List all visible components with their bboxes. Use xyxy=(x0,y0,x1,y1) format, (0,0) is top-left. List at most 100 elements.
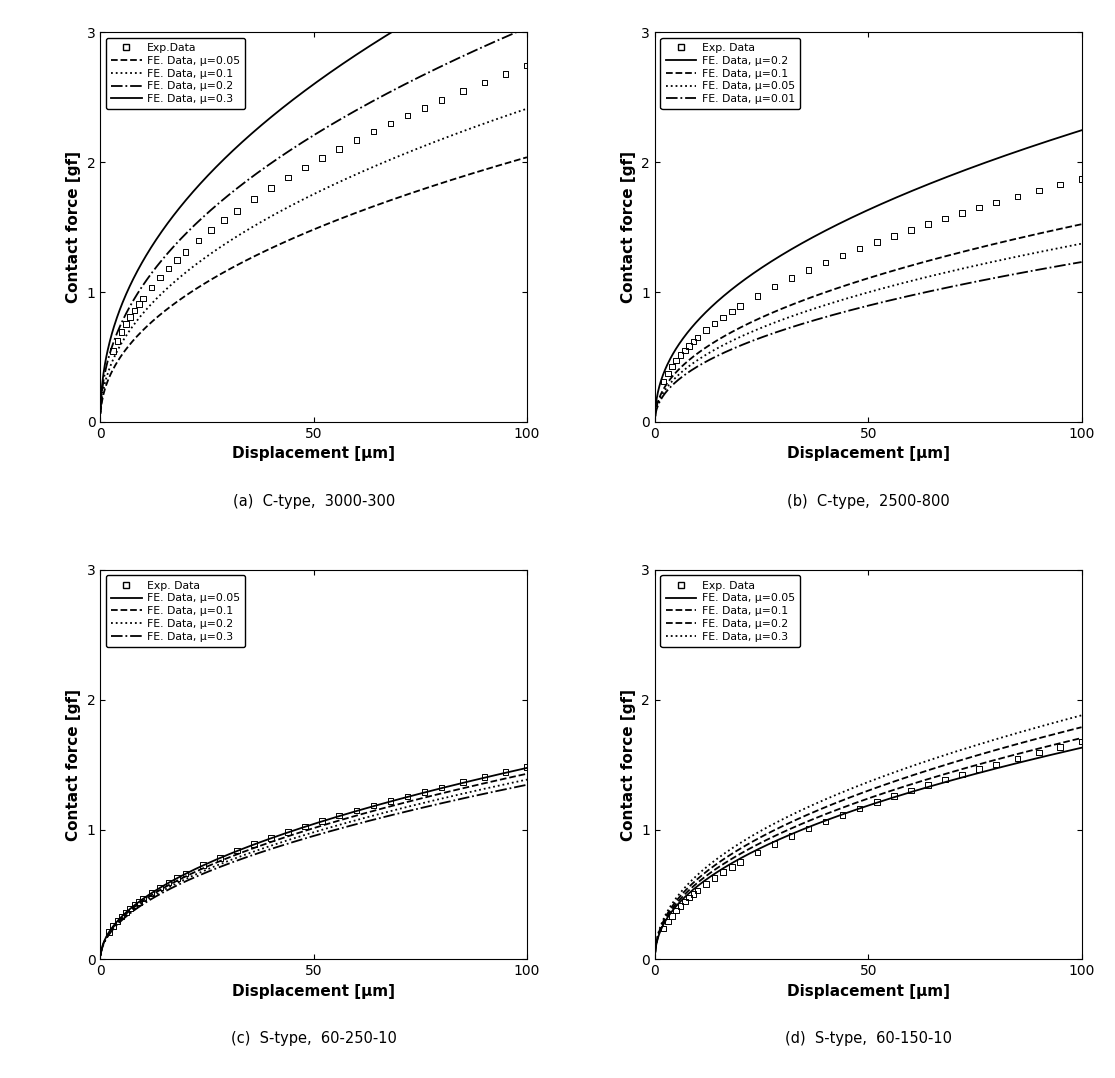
Point xyxy=(851,240,869,258)
X-axis label: Displacement [μm]: Displacement [μm] xyxy=(787,984,950,999)
Point xyxy=(365,797,382,814)
Point xyxy=(668,902,686,920)
Point xyxy=(723,858,740,875)
Text: (a)  C-type,  3000-300: (a) C-type, 3000-300 xyxy=(233,494,395,509)
Point xyxy=(1073,170,1090,188)
Point xyxy=(313,812,331,829)
Point xyxy=(518,57,536,74)
Point xyxy=(211,849,229,867)
Point xyxy=(134,890,152,908)
Point xyxy=(1051,176,1069,193)
Point xyxy=(129,894,147,911)
Point xyxy=(168,251,186,268)
Point xyxy=(987,194,1005,211)
Point xyxy=(867,233,885,250)
Point xyxy=(194,857,212,874)
Text: (b)  C-type,  2500-800: (b) C-type, 2500-800 xyxy=(787,494,950,509)
Point xyxy=(1030,744,1048,761)
Point xyxy=(262,829,280,846)
Point xyxy=(297,158,314,176)
Point xyxy=(297,817,314,834)
Point xyxy=(122,900,139,917)
X-axis label: Displacement [μm]: Displacement [μm] xyxy=(232,446,395,461)
Y-axis label: Contact force [gf]: Contact force [gf] xyxy=(66,689,81,841)
Point xyxy=(108,912,126,929)
Point xyxy=(330,140,348,157)
Point xyxy=(970,761,988,778)
Point xyxy=(454,774,472,791)
Point xyxy=(655,373,672,390)
Y-axis label: Contact force [gf]: Contact force [gf] xyxy=(621,689,636,841)
Point xyxy=(227,203,245,220)
Point xyxy=(152,879,169,896)
Point xyxy=(766,835,784,853)
Point xyxy=(227,842,245,859)
Point xyxy=(475,769,493,786)
Point xyxy=(433,779,450,797)
Point xyxy=(126,897,144,914)
Point xyxy=(168,869,186,886)
Point xyxy=(113,323,130,341)
Legend: Exp.Data, FE. Data, μ=0.05, FE. Data, μ=0.1, FE. Data, μ=0.2, FE. Data, μ=0.3: Exp.Data, FE. Data, μ=0.05, FE. Data, μ=… xyxy=(106,38,245,110)
Point xyxy=(748,287,766,304)
Legend: Exp. Data, FE. Data, μ=0.05, FE. Data, μ=0.1, FE. Data, μ=0.2, FE. Data, μ=0.3: Exp. Data, FE. Data, μ=0.05, FE. Data, μ… xyxy=(106,576,245,647)
Point xyxy=(663,908,681,925)
Point xyxy=(689,329,707,346)
X-axis label: Displacement [μm]: Displacement [μm] xyxy=(232,984,395,999)
Text: (d)  S-type,  60-150-10: (d) S-type, 60-150-10 xyxy=(785,1032,952,1047)
Point xyxy=(783,828,801,845)
Legend: Exp. Data, FE. Data, μ=0.2, FE. Data, μ=0.1, FE. Data, μ=0.05, FE. Data, μ=0.01: Exp. Data, FE. Data, μ=0.2, FE. Data, μ=… xyxy=(660,38,801,110)
Point xyxy=(706,869,724,886)
Point xyxy=(134,290,152,307)
Point xyxy=(937,210,954,227)
Point xyxy=(433,92,450,109)
Point xyxy=(671,347,689,364)
Point xyxy=(731,854,749,871)
Point xyxy=(970,199,988,217)
Point xyxy=(919,216,937,233)
Point xyxy=(215,211,233,229)
Point xyxy=(659,364,677,382)
Point xyxy=(313,150,331,167)
Point xyxy=(348,802,366,819)
Y-axis label: Contact force [gf]: Contact force [gf] xyxy=(621,151,636,303)
Point xyxy=(668,353,686,370)
X-axis label: Displacement [μm]: Displacement [μm] xyxy=(787,446,950,461)
Point xyxy=(902,782,920,799)
Point xyxy=(117,903,135,921)
Point xyxy=(518,759,536,776)
Point xyxy=(937,771,954,788)
Point xyxy=(659,913,677,930)
Text: (c)  S-type,  60-250-10: (c) S-type, 60-250-10 xyxy=(231,1032,397,1047)
Point xyxy=(655,920,672,937)
Point xyxy=(685,333,702,350)
Point xyxy=(416,784,434,801)
Point xyxy=(676,342,694,359)
Point xyxy=(159,260,177,277)
Point xyxy=(706,315,724,332)
Point xyxy=(245,191,263,208)
Point xyxy=(799,820,817,838)
Point xyxy=(113,908,130,925)
Point xyxy=(1030,182,1048,199)
Point xyxy=(783,270,801,287)
Point xyxy=(104,342,122,359)
Point xyxy=(697,875,715,893)
Point xyxy=(987,756,1005,773)
Point xyxy=(953,205,971,222)
Point xyxy=(685,885,702,902)
Point xyxy=(1009,749,1027,766)
Point xyxy=(122,308,139,326)
Point xyxy=(851,800,869,817)
Point xyxy=(731,298,749,315)
Point xyxy=(748,844,766,861)
Point xyxy=(834,806,852,824)
Point xyxy=(1051,738,1069,756)
Point xyxy=(108,332,126,349)
Point xyxy=(262,179,280,196)
Point xyxy=(953,765,971,783)
Point xyxy=(919,776,937,793)
Point xyxy=(496,763,514,780)
Point xyxy=(689,882,707,899)
Point xyxy=(202,221,220,238)
